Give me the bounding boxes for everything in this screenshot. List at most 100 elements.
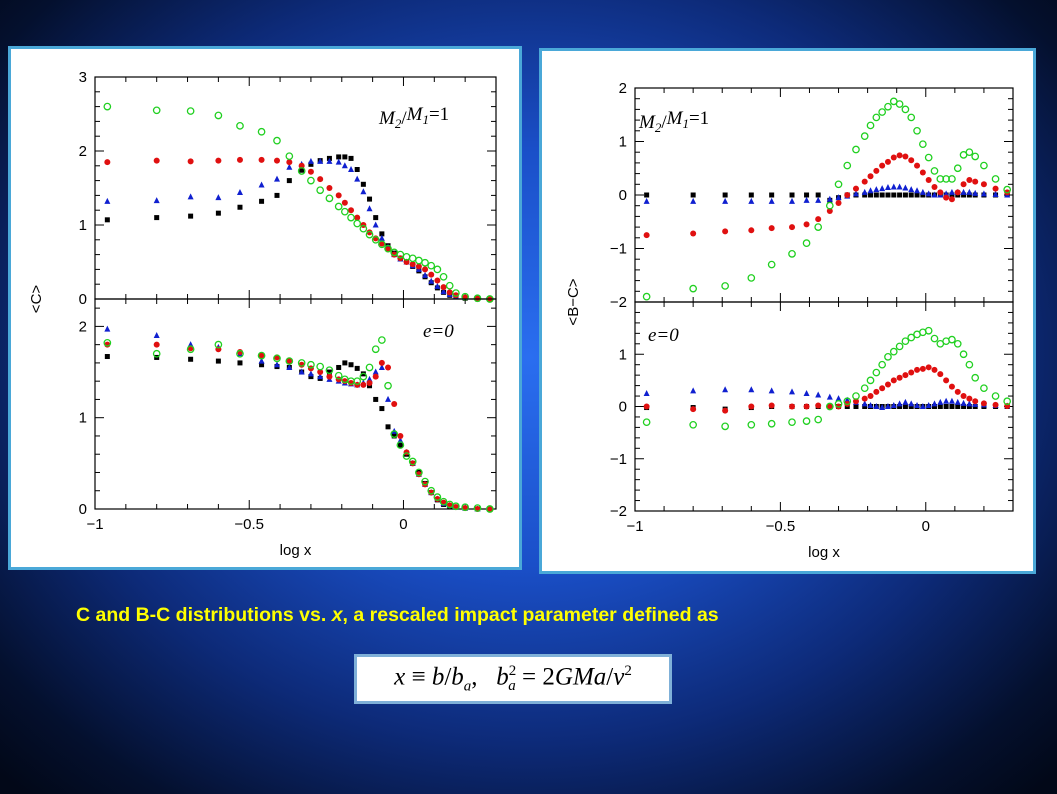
data-point-square xyxy=(961,192,967,198)
data-point-square xyxy=(931,404,937,409)
data-point-circle xyxy=(402,452,411,460)
data-point-circle xyxy=(878,108,887,116)
data-point-dot xyxy=(919,169,926,176)
x-tick-label: 0 xyxy=(399,516,407,533)
data-point-triangle xyxy=(826,195,833,202)
data-point-dot xyxy=(879,385,886,392)
data-point-dot xyxy=(931,183,938,190)
data-point-dot xyxy=(914,366,921,373)
data-point-triangle xyxy=(153,197,160,204)
data-point-triangle xyxy=(861,188,868,195)
data-point-circle xyxy=(334,371,343,380)
formula-x: x xyxy=(394,663,406,691)
data-point-dot xyxy=(104,159,111,166)
data-point-square xyxy=(348,362,354,368)
data-point-square xyxy=(879,192,885,198)
data-point-dot xyxy=(348,207,355,214)
data-point-dot xyxy=(803,403,810,410)
data-point-circle xyxy=(421,258,429,267)
data-point-circle xyxy=(273,136,281,145)
data-point-triangle xyxy=(815,196,822,203)
data-point-triangle xyxy=(992,190,999,197)
data-point-dot xyxy=(852,185,859,192)
data-point-triangle xyxy=(236,188,243,195)
data-point-dot xyxy=(908,157,915,164)
data-point-dot xyxy=(335,192,342,199)
data-point-triangle xyxy=(326,157,333,164)
data-point-square xyxy=(949,192,955,198)
data-point-triangle xyxy=(348,166,355,172)
panel-annotation: M2/M1=1 xyxy=(638,108,709,135)
data-point-triangle xyxy=(286,163,293,170)
data-point-square xyxy=(943,404,949,409)
plot-frame xyxy=(94,298,497,510)
data-point-square xyxy=(354,167,360,172)
data-point-dot xyxy=(980,181,987,188)
data-point-triangle xyxy=(884,184,891,191)
data-point-square xyxy=(154,215,160,221)
data-point-circle xyxy=(980,161,988,170)
data-point-square xyxy=(259,362,265,368)
data-point-circle xyxy=(214,340,223,349)
data-point-circle xyxy=(378,336,386,344)
data-point-square xyxy=(379,406,385,412)
data-point-circle xyxy=(930,334,939,343)
data-point-dot xyxy=(902,153,909,160)
data-point-triangle xyxy=(104,325,111,332)
data-point-circle xyxy=(1003,397,1012,406)
data-point-circle xyxy=(924,153,933,162)
data-point-dot xyxy=(768,225,775,232)
data-point-dot xyxy=(966,395,973,402)
data-point-circle xyxy=(452,502,460,511)
data-point-square xyxy=(853,404,859,409)
data-point-circle xyxy=(965,148,974,157)
data-point-circle xyxy=(445,281,454,290)
formula-rhs: = 2 xyxy=(522,663,555,691)
data-point-dot xyxy=(826,208,833,215)
data-point-circle xyxy=(991,175,1000,183)
data-point-dot xyxy=(378,359,385,366)
data-point-circle xyxy=(953,164,962,173)
y-axis-label: <B−C> xyxy=(565,278,582,325)
data-point-triangle xyxy=(960,188,967,195)
formula-ba: b xyxy=(451,663,464,691)
data-point-triangle xyxy=(879,185,886,192)
data-point-triangle xyxy=(690,197,697,204)
data-point-dot xyxy=(326,185,333,191)
panel-annotation: e=0 xyxy=(423,321,454,342)
data-point-circle xyxy=(214,111,223,120)
data-point-circle xyxy=(257,127,266,136)
data-point-triangle xyxy=(434,282,441,289)
data-point-square xyxy=(897,192,903,198)
y-tick-label: 1 xyxy=(79,410,87,427)
data-point-triangle xyxy=(980,190,987,197)
x-tick-label: −1 xyxy=(626,518,643,535)
data-point-dot xyxy=(391,251,398,258)
data-point-square xyxy=(336,364,342,370)
data-point-square xyxy=(789,192,795,198)
data-point-circle xyxy=(365,363,374,372)
data-point-dot xyxy=(236,156,243,163)
data-point-circle xyxy=(433,265,442,274)
data-point-triangle xyxy=(884,403,891,409)
x-tick-label: 0 xyxy=(922,518,930,535)
data-point-triangle xyxy=(273,175,280,182)
data-point-circle xyxy=(396,441,405,449)
data-point-circle xyxy=(371,235,380,244)
data-point-square xyxy=(920,192,926,198)
data-point-square xyxy=(104,354,110,360)
data-point-square xyxy=(354,365,360,371)
data-point-dot xyxy=(486,506,493,512)
data-point-circle xyxy=(152,349,161,358)
data-point-triangle xyxy=(943,190,950,197)
data-point-circle xyxy=(747,274,756,282)
data-point-dot xyxy=(258,352,265,359)
data-point-triangle xyxy=(643,389,650,396)
data-point-triangle xyxy=(286,363,293,370)
data-point-dot xyxy=(446,289,453,296)
y-tick-label: 0 xyxy=(619,399,627,416)
data-point-square xyxy=(373,215,379,221)
data-point-dot xyxy=(341,199,348,206)
left-figure-panel: 0 1 2 3 <C> M2/M1=1 0 1 2 −1 −0.5 0 log x e=0 xyxy=(8,46,522,570)
